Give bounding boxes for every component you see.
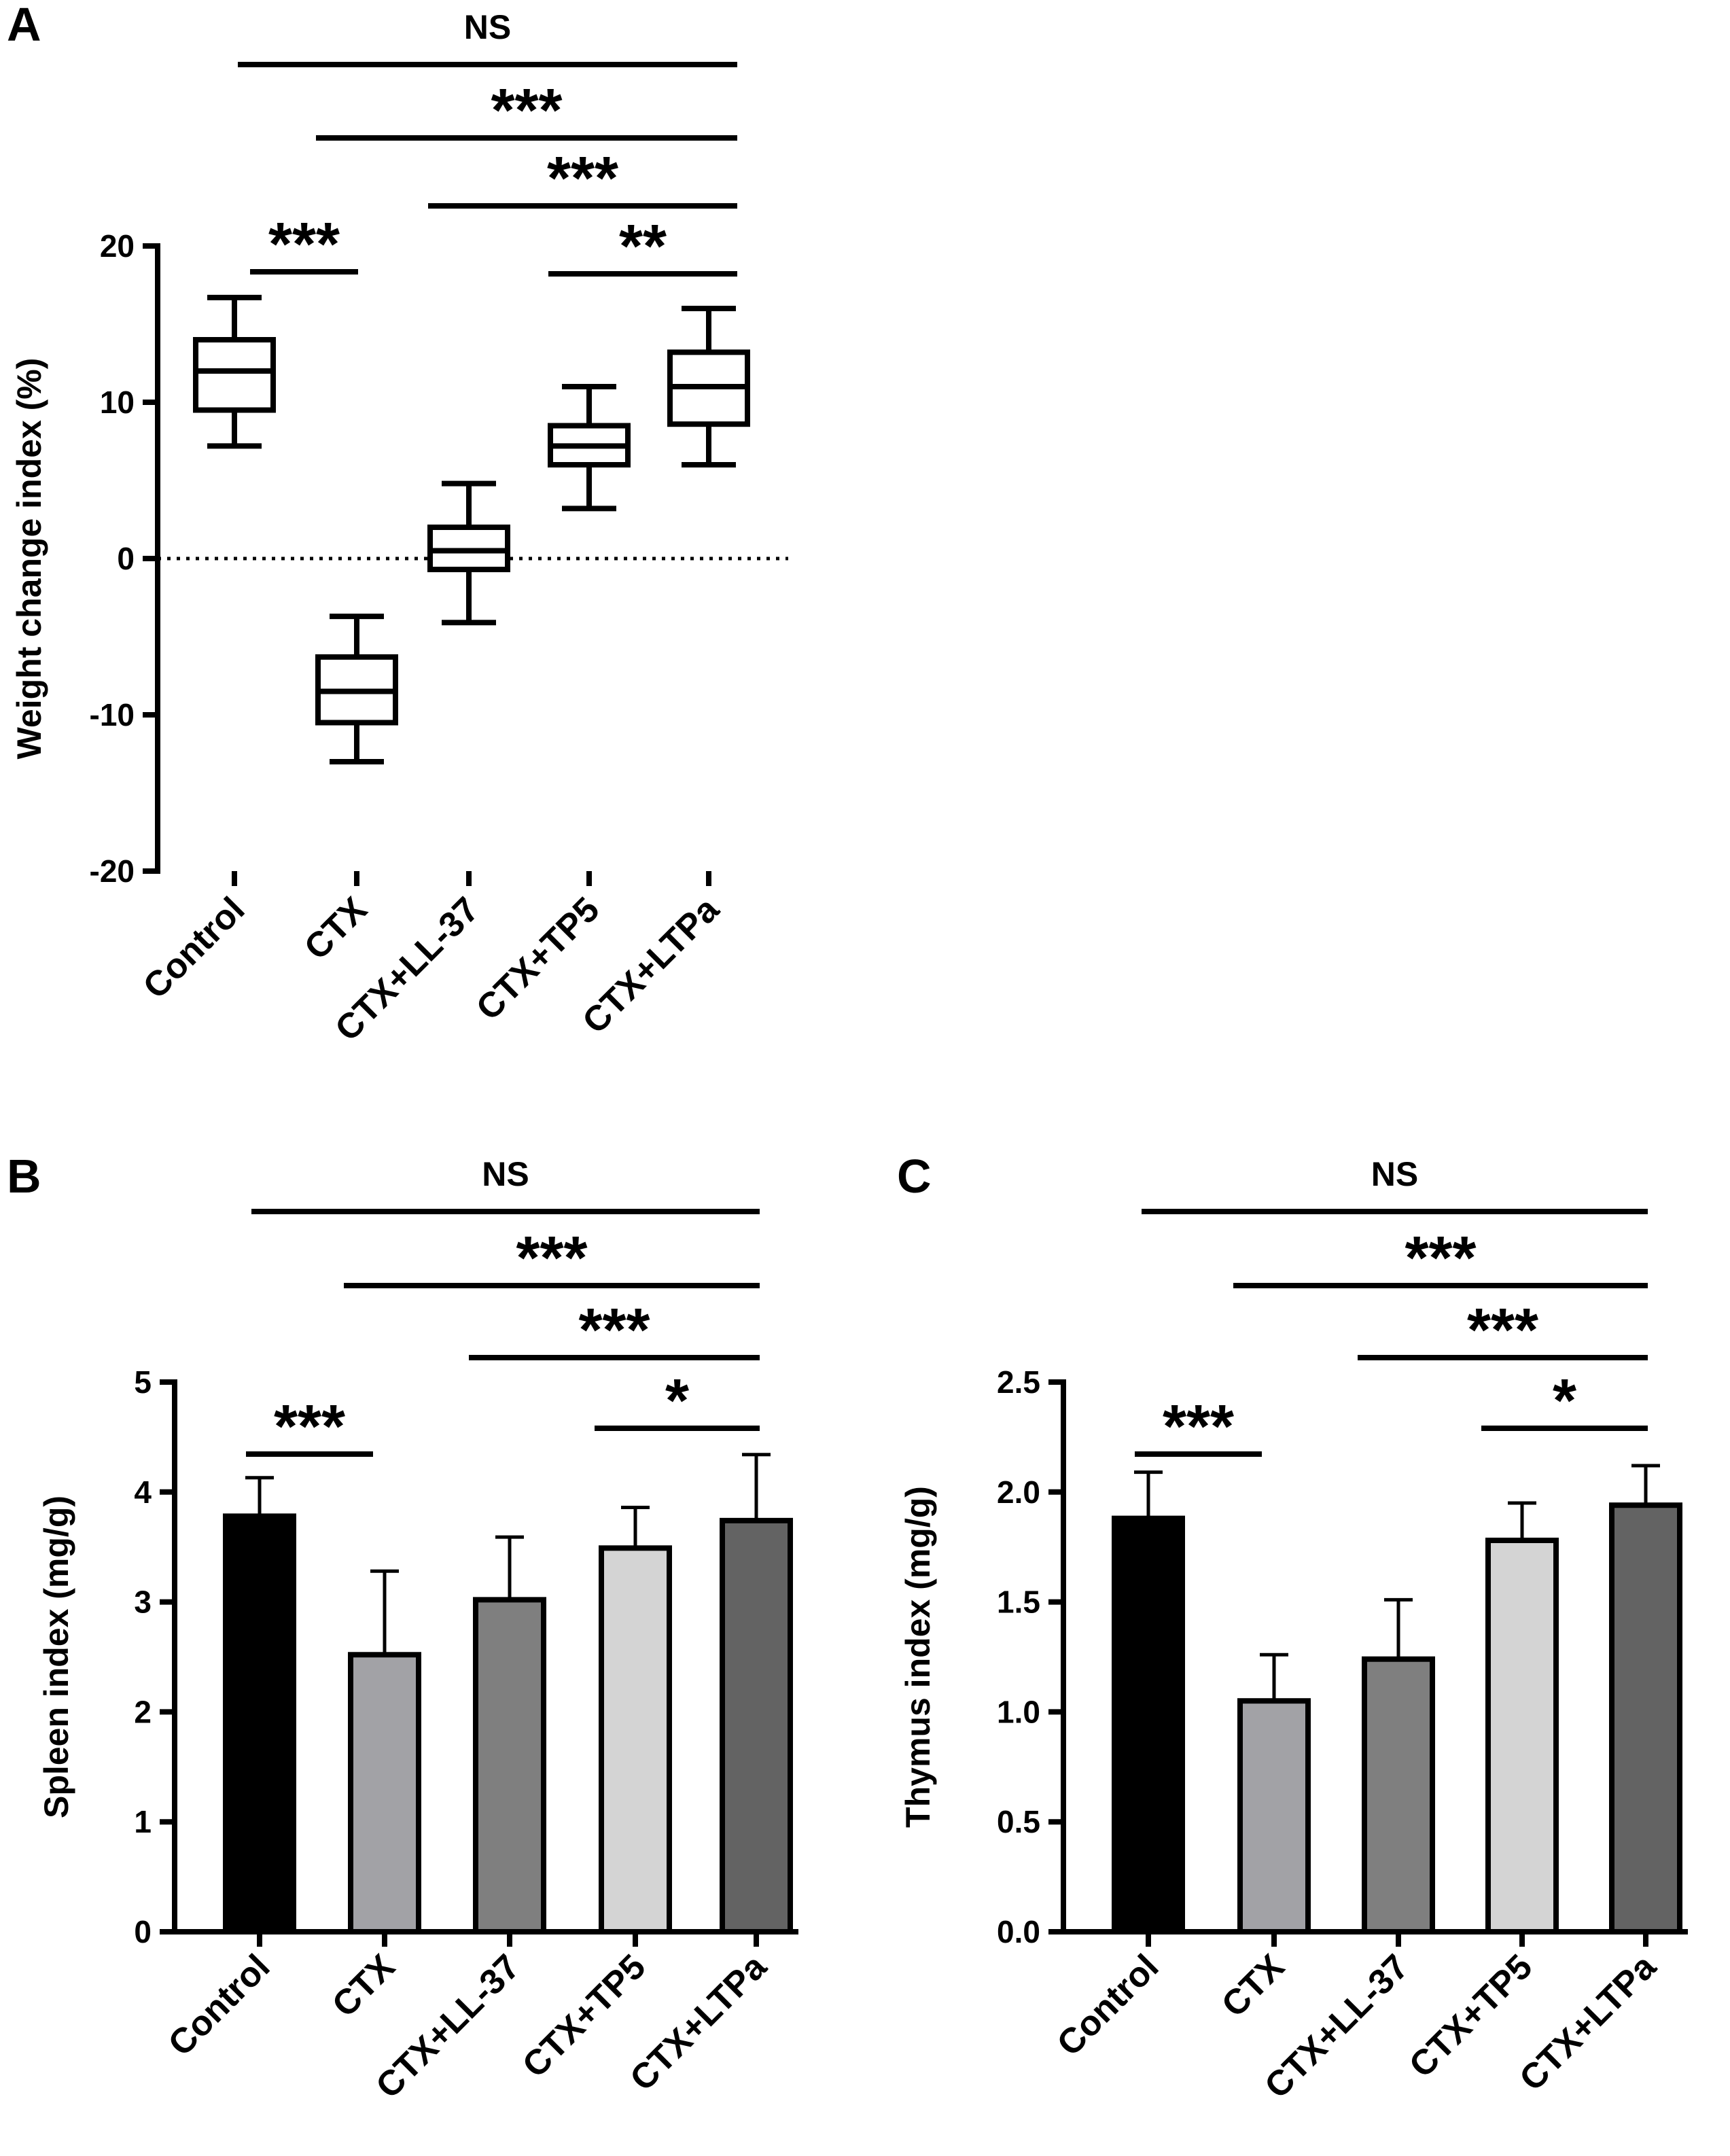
significance-label: *** — [516, 1224, 587, 1292]
y-tick-label: 4 — [134, 1474, 152, 1510]
bar-ctx-ltpa — [720, 1453, 793, 1934]
y-tick-label: -20 — [90, 853, 135, 889]
box-ctx-tp5 — [548, 384, 631, 512]
y-tick-label: 5 — [134, 1364, 152, 1400]
y-tick-label: 10 — [100, 385, 135, 420]
y-tick-label: 1.5 — [997, 1585, 1040, 1620]
bar-ctx — [348, 1569, 421, 1934]
bar — [1237, 1698, 1311, 1934]
x-category-label: Control — [161, 1947, 278, 2064]
panel-c-thymus-bar-chart: C 0.0 0.5 1.0 1.5 2.0 2.5 Thymus index (mg/g) Co… — [897, 1150, 1688, 2106]
x-category-label: CTX — [297, 889, 375, 968]
bar — [599, 1545, 672, 1935]
box-ctx-ltpa — [667, 306, 750, 467]
bar — [1609, 1502, 1682, 1935]
bar-control — [223, 1476, 296, 1934]
significance-label: *** — [274, 1393, 345, 1461]
bar — [348, 1652, 421, 1934]
panel-letter: A — [7, 0, 41, 51]
panel-a-box-plot: A 20 10 0 -10 -20 Weight change index (%) Contr… — [7, 0, 788, 1049]
y-tick-label: 0 — [117, 541, 135, 576]
significance-label: NS — [464, 8, 511, 46]
box-ctx — [315, 614, 398, 764]
y-tick-label: 0.5 — [997, 1804, 1040, 1839]
significance-label: *** — [1405, 1224, 1476, 1292]
significance-label: *** — [268, 211, 340, 279]
x-category-label: CTX — [1214, 1947, 1292, 2025]
bar-ctx — [1237, 1653, 1311, 1934]
bar — [1362, 1656, 1435, 1935]
y-tick-label: 3 — [134, 1585, 152, 1620]
y-tick-label: 2 — [134, 1694, 152, 1729]
x-category-label: Control — [136, 889, 253, 1006]
panel-letter: B — [7, 1150, 41, 1203]
box-control — [193, 294, 276, 449]
x-category-label: CTX — [325, 1947, 403, 2025]
x-category-label: Control — [1050, 1947, 1167, 2064]
significance-label: * — [1553, 1367, 1576, 1435]
significance-label: *** — [491, 77, 562, 145]
bar — [720, 1517, 793, 1934]
significance-label: * — [665, 1367, 689, 1435]
y-tick-label: 0 — [134, 1914, 152, 1949]
significance-label: *** — [1467, 1296, 1538, 1364]
bar-ctx-ll-37 — [473, 1535, 546, 1934]
panel-letter: C — [897, 1150, 932, 1203]
iqr-box — [193, 337, 276, 413]
significance-label: *** — [547, 145, 618, 213]
y-axis-label: Thymus index (mg/g) — [899, 1486, 937, 1828]
y-tick-label: 20 — [100, 228, 135, 264]
y-tick-label: 2.0 — [997, 1474, 1040, 1510]
bar — [1485, 1537, 1559, 1934]
y-axis-label: Weight change index (%) — [10, 358, 48, 760]
bar-ctx-tp5 — [599, 1505, 672, 1935]
significance-label: ** — [619, 213, 667, 281]
y-tick-label: 1 — [134, 1804, 152, 1839]
y-axis-label: Spleen index (mg/g) — [37, 1496, 75, 1818]
bar — [473, 1597, 546, 1934]
bar-ctx-tp5 — [1485, 1501, 1559, 1934]
significance-label: *** — [1163, 1393, 1234, 1461]
y-tick-label: 2.5 — [997, 1364, 1040, 1400]
bar-control — [1112, 1470, 1185, 1935]
bar-ctx-ll-37 — [1362, 1597, 1435, 1935]
significance-label: NS — [1371, 1155, 1418, 1193]
y-tick-label: 1.0 — [997, 1694, 1040, 1729]
box-ctx-ll-37 — [427, 480, 510, 626]
bar-ctx-ltpa — [1609, 1464, 1682, 1935]
y-tick-label: 0.0 — [997, 1914, 1040, 1949]
bar — [223, 1513, 296, 1934]
bar — [1112, 1515, 1185, 1935]
y-tick-label: -10 — [90, 697, 135, 732]
significance-label: NS — [482, 1155, 529, 1193]
significance-label: *** — [578, 1296, 650, 1364]
x-category-label: CTX+LTPa — [1512, 1947, 1664, 2099]
